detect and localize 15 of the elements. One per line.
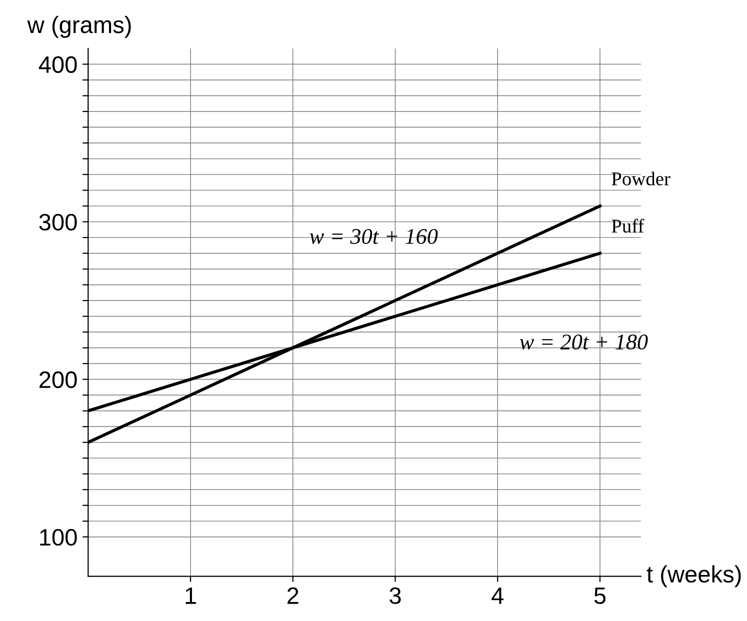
x-tick-label: 1 [186, 588, 196, 604]
series-label: Puff [612, 218, 644, 233]
annotation: w = 20t + 180 [520, 334, 648, 350]
x-tick-label: 5 [594, 588, 606, 604]
x-tick-label: 4 [492, 588, 504, 604]
x-tick-label: 2 [288, 587, 298, 604]
y-tick-label: 300 [39, 214, 77, 231]
y-tick-label: 100 [40, 528, 77, 546]
y-tick-label: 400 [38, 56, 77, 73]
annotation: w = 30t + 160 [310, 228, 438, 244]
x-tick-label: 3 [390, 587, 401, 604]
y-axis-title: w (grams) [27, 16, 131, 38]
x-axis-title: t (weeks) [646, 565, 741, 588]
y-tick-label: 200 [40, 371, 77, 388]
series-label: Powder [612, 172, 670, 186]
